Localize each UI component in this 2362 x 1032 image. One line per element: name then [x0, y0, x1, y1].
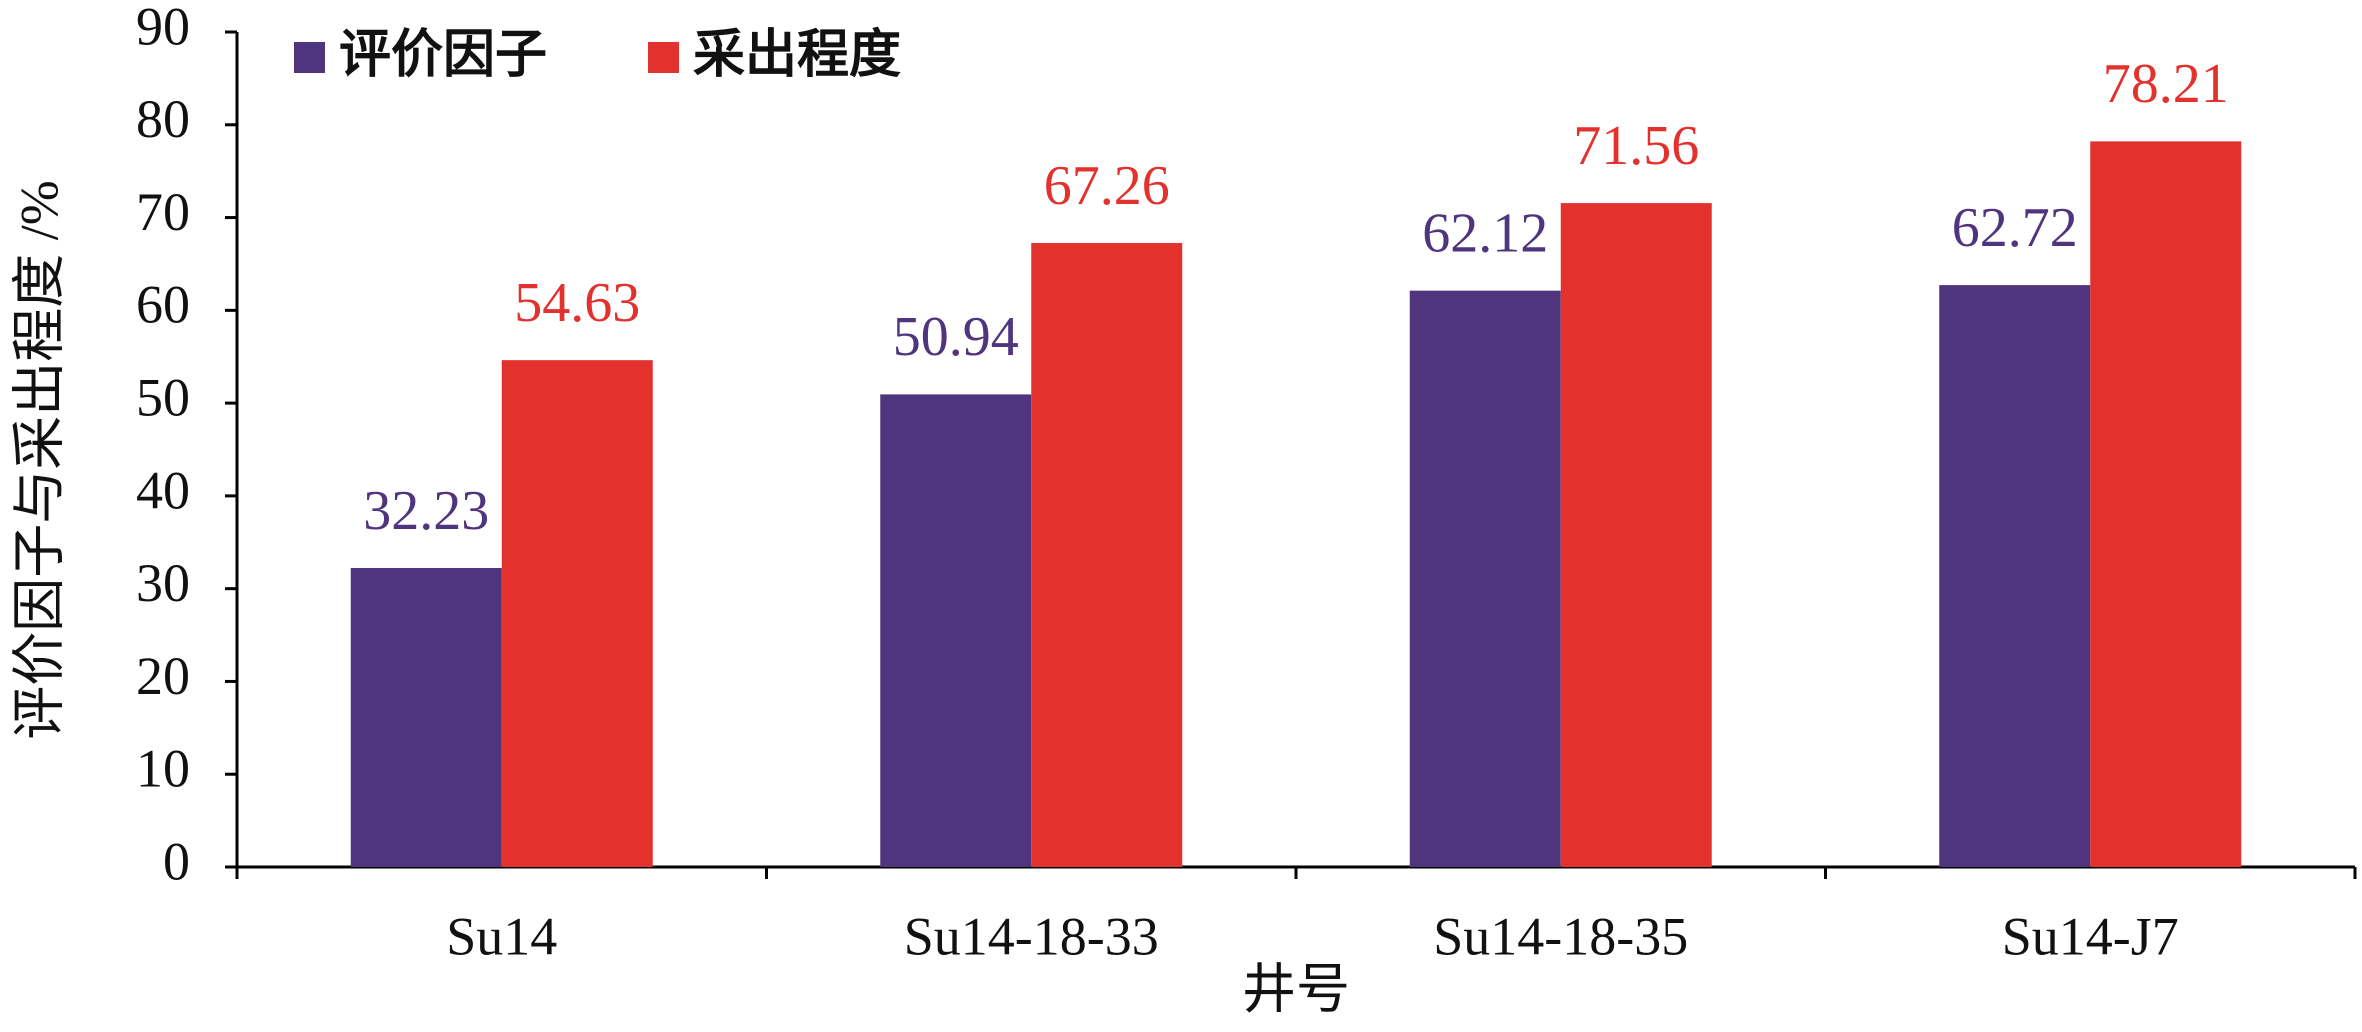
bar [1939, 285, 2091, 867]
y-axis-title: 评价因子与采出程度 /% [9, 180, 69, 740]
bar [1031, 242, 1183, 867]
y-tick-label: 80 [136, 89, 190, 149]
data-label: 62.72 [1952, 197, 2078, 259]
y-tick-label: 10 [136, 739, 190, 799]
y-tick-label: 60 [136, 275, 190, 335]
legend-swatch [294, 42, 325, 73]
legend-label: 评价因子 [339, 25, 547, 85]
data-label: 78.21 [2103, 53, 2229, 115]
x-tick-label: Su14 [446, 906, 557, 966]
data-label: 67.26 [1044, 155, 1170, 217]
data-label: 71.56 [1573, 115, 1699, 177]
data-label: 62.12 [1422, 203, 1548, 265]
data-label: 54.63 [514, 272, 640, 334]
bar [880, 394, 1032, 867]
legend-swatch [648, 42, 679, 73]
x-axis-title: 井号 [1242, 959, 1350, 1019]
bar [1560, 203, 1712, 868]
x-tick-label: Su14-18-35 [1433, 906, 1688, 966]
bar [1409, 290, 1561, 868]
y-tick-label: 0 [163, 831, 190, 891]
bar [501, 360, 653, 867]
y-tick-label: 30 [136, 553, 190, 613]
bar [350, 567, 502, 867]
y-tick-label: 70 [136, 182, 190, 242]
y-tick-label: 20 [136, 646, 190, 706]
bar [2090, 141, 2242, 867]
y-tick-label: 50 [136, 368, 190, 428]
y-tick-label: 90 [136, 0, 190, 56]
x-tick-label: Su14-18-33 [904, 906, 1159, 966]
x-tick-label: Su14-J7 [2002, 906, 2179, 966]
y-tick-label: 40 [136, 460, 190, 520]
data-label: 32.23 [363, 480, 489, 542]
legend-label: 采出程度 [693, 25, 901, 85]
data-label: 50.94 [893, 306, 1019, 368]
